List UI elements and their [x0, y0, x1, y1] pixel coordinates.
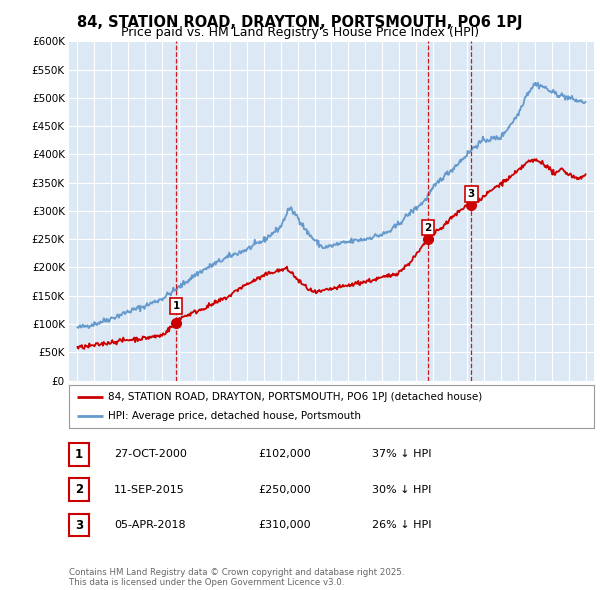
- Text: 27-OCT-2000: 27-OCT-2000: [114, 450, 187, 459]
- Text: 1: 1: [75, 448, 83, 461]
- Text: 30% ↓ HPI: 30% ↓ HPI: [372, 485, 431, 494]
- Text: 37% ↓ HPI: 37% ↓ HPI: [372, 450, 431, 459]
- Text: 26% ↓ HPI: 26% ↓ HPI: [372, 520, 431, 530]
- Text: Price paid vs. HM Land Registry's House Price Index (HPI): Price paid vs. HM Land Registry's House …: [121, 26, 479, 39]
- Text: 11-SEP-2015: 11-SEP-2015: [114, 485, 185, 494]
- Text: £102,000: £102,000: [258, 450, 311, 459]
- Text: 1: 1: [172, 301, 179, 311]
- Text: 05-APR-2018: 05-APR-2018: [114, 520, 185, 530]
- Text: 2: 2: [424, 223, 431, 233]
- Text: 84, STATION ROAD, DRAYTON, PORTSMOUTH, PO6 1PJ (detached house): 84, STATION ROAD, DRAYTON, PORTSMOUTH, P…: [109, 392, 482, 402]
- Text: 2: 2: [75, 483, 83, 496]
- Text: 84, STATION ROAD, DRAYTON, PORTSMOUTH, PO6 1PJ: 84, STATION ROAD, DRAYTON, PORTSMOUTH, P…: [77, 15, 523, 30]
- Text: 3: 3: [468, 189, 475, 199]
- Text: 3: 3: [75, 519, 83, 532]
- Text: HPI: Average price, detached house, Portsmouth: HPI: Average price, detached house, Port…: [109, 411, 361, 421]
- Text: £250,000: £250,000: [258, 485, 311, 494]
- Text: Contains HM Land Registry data © Crown copyright and database right 2025.
This d: Contains HM Land Registry data © Crown c…: [69, 568, 404, 587]
- Text: £310,000: £310,000: [258, 520, 311, 530]
